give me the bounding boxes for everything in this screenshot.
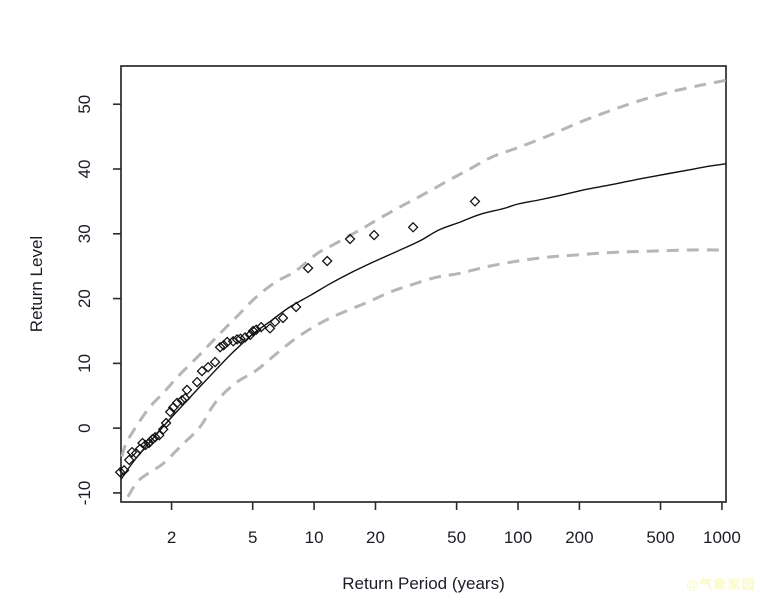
data-point-diamond — [143, 437, 155, 449]
data-point-diamond — [160, 417, 172, 429]
data-point-diamond — [149, 431, 161, 443]
y-tick-label: -10 — [75, 481, 94, 506]
data-point-diamond — [164, 406, 176, 418]
data-point-diamond — [247, 325, 259, 337]
y-tick-label: 20 — [75, 289, 94, 308]
data-point-diamond — [344, 233, 356, 245]
data-point-diamond — [218, 339, 229, 351]
data-point-diamond — [244, 329, 256, 341]
y-tick-label: 0 — [75, 423, 94, 432]
data-point-diamond — [239, 332, 251, 343]
data-point-diamond — [171, 397, 183, 409]
x-tick-label: 50 — [447, 528, 466, 547]
y-tick-label: 40 — [75, 160, 94, 179]
data-point-diamond — [290, 301, 302, 313]
data-point-diamond — [118, 464, 130, 476]
lower-confidence-bound — [126, 248, 727, 498]
y-tick-label: 10 — [75, 354, 94, 373]
data-point-diamond — [469, 196, 481, 207]
watermark: @气象家园 — [686, 577, 756, 592]
fitted-return-level-curve — [120, 163, 727, 480]
x-axis-title: Return Period (years) — [342, 574, 505, 593]
data-point-diamond — [123, 454, 135, 466]
x-tick-label: 1000 — [703, 528, 741, 547]
x-tick-label: 500 — [646, 528, 674, 547]
x-tick-label: 10 — [305, 528, 324, 547]
data-point-diamond — [250, 324, 262, 336]
data-point-diamond — [209, 356, 221, 368]
data-point-diamond — [214, 341, 226, 353]
data-point-diamond — [191, 376, 203, 388]
x-tick-label: 200 — [565, 528, 593, 547]
x-tick-label: 20 — [366, 528, 385, 547]
data-point-diamond — [231, 334, 243, 345]
plot-border — [120, 65, 727, 503]
data-point-diamond — [235, 333, 246, 345]
upper-confidence-bound — [120, 78, 727, 458]
data-point-diamond — [368, 229, 380, 241]
data-point-diamond — [255, 321, 267, 333]
x-tick-label: 2 — [167, 528, 176, 547]
x-tick-label: 5 — [248, 528, 257, 547]
data-point-diamond — [153, 429, 165, 441]
data-point-diamond — [147, 433, 158, 445]
y-tick-label: 50 — [75, 95, 94, 114]
data-point-diamond — [264, 323, 276, 334]
data-point-diamond — [179, 392, 191, 404]
data-point-diamond — [269, 316, 281, 328]
data-point-diamond — [114, 466, 126, 478]
data-point-diamond — [277, 312, 289, 324]
data-point-diamond — [196, 365, 208, 377]
data-point-diamond — [407, 221, 419, 233]
data-point-diamond — [181, 384, 193, 396]
data-point-diamond — [176, 394, 188, 406]
data-point-diamond — [202, 361, 214, 373]
data-point-diamond — [140, 439, 151, 451]
y-axis-title: Return Level — [27, 236, 46, 332]
x-tick-label: 100 — [504, 528, 532, 547]
data-point-diamond — [302, 262, 314, 274]
y-tick-label: 30 — [75, 224, 94, 243]
data-point-diamond — [321, 255, 333, 267]
